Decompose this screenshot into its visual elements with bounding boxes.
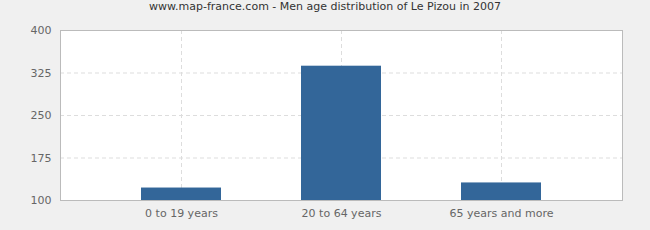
svg-text:325: 325	[31, 67, 52, 80]
svg-text:100: 100	[31, 194, 52, 207]
html-text:www.map-france.com - Men age d: www.map-france.com - Men age distributio…	[149, 0, 501, 13]
svg-text:400: 400	[31, 24, 52, 37]
svg-text:0 to 19 years: 0 to 19 years	[145, 207, 218, 220]
svg-text:65 years and more: 65 years and more	[450, 207, 554, 220]
svg-text:250: 250	[31, 109, 52, 122]
svg-text:175: 175	[31, 152, 52, 165]
svg-text:20 to 64 years: 20 to 64 years	[302, 207, 382, 220]
